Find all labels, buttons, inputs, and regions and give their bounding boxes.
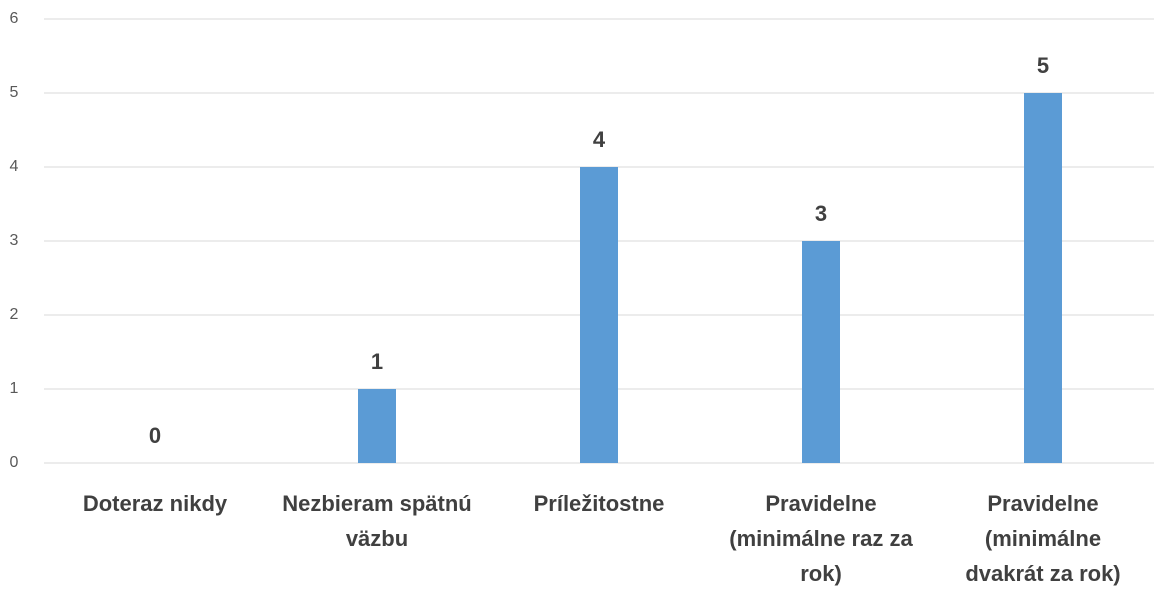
data-label: 3	[815, 201, 827, 226]
x-tick-label: Pravidelne (minimálne dvakrát za rok)	[965, 491, 1121, 586]
y-tick-label: 0	[10, 454, 19, 471]
data-label: 5	[1037, 53, 1049, 78]
y-tick-label: 6	[10, 10, 19, 27]
bar	[580, 167, 618, 463]
bar	[1024, 93, 1062, 463]
x-tick-label: Pravidelne (minimálne raz za rok)	[729, 491, 913, 586]
y-tick-label: 5	[10, 84, 19, 101]
bar	[358, 389, 396, 463]
y-tick-label: 2	[10, 306, 19, 323]
x-tick-label: Príležitostne	[533, 491, 665, 516]
x-tick-label: Doteraz nikdy	[82, 491, 228, 516]
data-label: 1	[371, 349, 383, 374]
data-label: 4	[593, 127, 606, 152]
x-tick-label: Nezbieram spätnú väzbu	[282, 491, 472, 551]
data-label: 0	[149, 423, 161, 448]
y-tick-label: 4	[10, 158, 19, 175]
y-tick-label: 1	[10, 380, 19, 397]
y-tick-label: 3	[10, 232, 19, 249]
bar	[802, 241, 840, 463]
